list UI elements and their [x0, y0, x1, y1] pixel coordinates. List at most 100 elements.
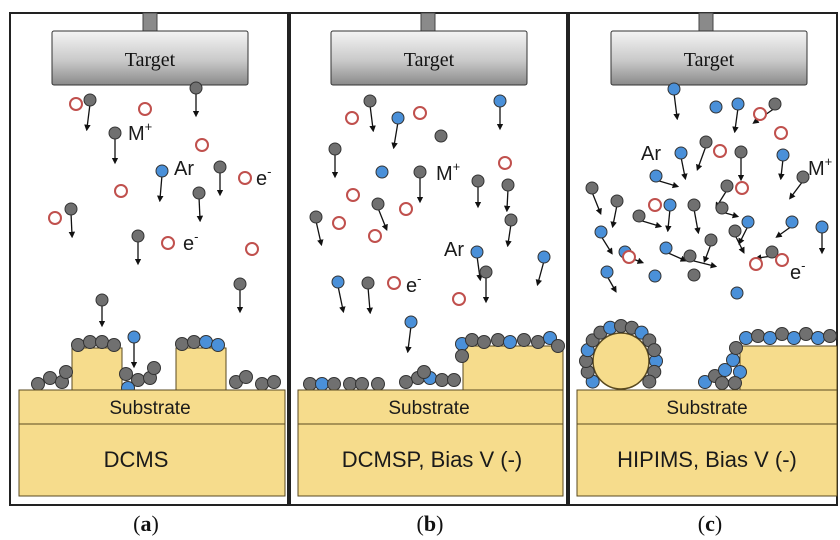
metal-atom	[108, 126, 122, 140]
deposited-atom	[255, 377, 269, 391]
caption-c: (c)	[698, 511, 722, 536]
deposited-atom	[728, 376, 742, 390]
target-c	[610, 30, 808, 86]
substrate-feature-a-2	[175, 347, 227, 391]
trajectory-arrow	[369, 104, 376, 133]
trajectory-arrow	[738, 225, 749, 245]
metal-atom	[413, 165, 427, 179]
trajectory-arrow	[778, 158, 785, 181]
particles-a	[48, 81, 259, 369]
trajectory-arrow	[391, 121, 399, 150]
method-box-a	[18, 423, 286, 497]
metal-atom	[309, 210, 323, 224]
deposited-atom	[371, 377, 385, 391]
metal-atom	[192, 186, 206, 200]
method-box-c	[576, 423, 838, 497]
trajectory-arrow	[703, 243, 712, 264]
method-label-b: DCMSP, Bias V (-)	[342, 447, 523, 472]
metal-ion	[815, 220, 829, 234]
argon-atom	[114, 184, 128, 198]
deposited-atom	[751, 329, 765, 343]
metal-atom	[361, 276, 375, 290]
metal-atom	[95, 293, 109, 307]
trajectory-arrow	[315, 220, 324, 247]
trajectory-arrow	[503, 188, 511, 213]
electron-label-b: e-	[406, 271, 421, 297]
metal-atom	[585, 181, 599, 195]
metal-atom	[64, 202, 78, 216]
argon-label-a: Ar	[174, 158, 194, 180]
trajectory-arrow	[476, 255, 483, 282]
metal-ion	[470, 245, 484, 259]
electron-label-a-1: e-	[256, 164, 271, 190]
metal-ion	[741, 215, 755, 229]
deposited-atom	[187, 335, 201, 349]
deposited-ion	[726, 353, 740, 367]
trajectory-arrow	[693, 208, 701, 235]
metal-atom	[471, 174, 485, 188]
deposited-atom	[95, 335, 109, 349]
argon-atom	[69, 97, 83, 111]
deposited-atom	[642, 374, 657, 389]
trajectory-arrow	[377, 207, 388, 232]
substrate-b	[297, 389, 564, 425]
panel-c: Target Ar M+ e- Substrate HIPIMS, Bias V…	[568, 12, 838, 506]
metal-atom	[83, 93, 97, 107]
metal-ion	[331, 275, 345, 289]
deposited-atom	[823, 329, 837, 343]
trajectory-arrow	[366, 286, 373, 315]
caption-a: (a)	[133, 511, 159, 536]
substrate-label-a: Substrate	[109, 398, 190, 419]
deposited-atom	[31, 377, 45, 391]
metal-atom	[734, 145, 748, 159]
metal-ion	[785, 215, 799, 229]
deposited-atom	[647, 343, 662, 358]
metal-ion	[709, 100, 723, 114]
deposited-atom	[327, 377, 341, 391]
trajectory-arrow	[600, 235, 613, 255]
deposited-ion	[763, 331, 777, 345]
substrate-feature-c-sphere	[592, 332, 650, 390]
target-label-b: Target	[404, 49, 455, 71]
argon-atom	[648, 198, 662, 212]
trajectory-arrow	[84, 103, 91, 132]
metal-ion	[731, 97, 745, 111]
target-holder-a	[142, 12, 158, 32]
deposited-ion	[199, 335, 213, 349]
metal-ion	[155, 164, 169, 178]
electron-label-a-2: e-	[183, 229, 198, 255]
deposited-atom	[119, 367, 133, 381]
deposited-atom	[447, 373, 461, 387]
deposited-ion	[787, 331, 801, 345]
deposited-atom	[775, 327, 789, 341]
deposited-atom	[715, 376, 729, 390]
caption-b: (b)	[417, 511, 444, 536]
metal-ion	[663, 198, 677, 212]
deposited-atom	[455, 349, 469, 363]
deposited-ion	[315, 377, 329, 391]
substrate-feature-a-1	[71, 347, 123, 391]
metal-atom	[371, 197, 385, 211]
trajectory-arrow	[535, 260, 545, 287]
metal-atom	[715, 201, 729, 215]
metal-atom	[434, 129, 448, 143]
metal-atom	[704, 233, 718, 247]
argon-atom	[195, 138, 209, 152]
substrate-c	[576, 389, 838, 425]
metal-atom	[683, 249, 697, 263]
trajectory-arrow	[696, 145, 707, 172]
metal-ion	[648, 269, 662, 283]
metal-atom	[328, 142, 342, 156]
metal-ion	[127, 330, 141, 344]
deposited-atom	[147, 361, 161, 375]
trajectory-arrow	[789, 180, 804, 200]
argon-atom	[245, 242, 259, 256]
metal-atom	[233, 277, 247, 291]
argon-atom	[345, 111, 359, 125]
deposited-atom	[239, 370, 253, 384]
deposited-atom	[491, 333, 505, 347]
metal-atom	[796, 170, 810, 184]
argon-atom	[238, 171, 252, 185]
method-box-b	[297, 423, 564, 497]
